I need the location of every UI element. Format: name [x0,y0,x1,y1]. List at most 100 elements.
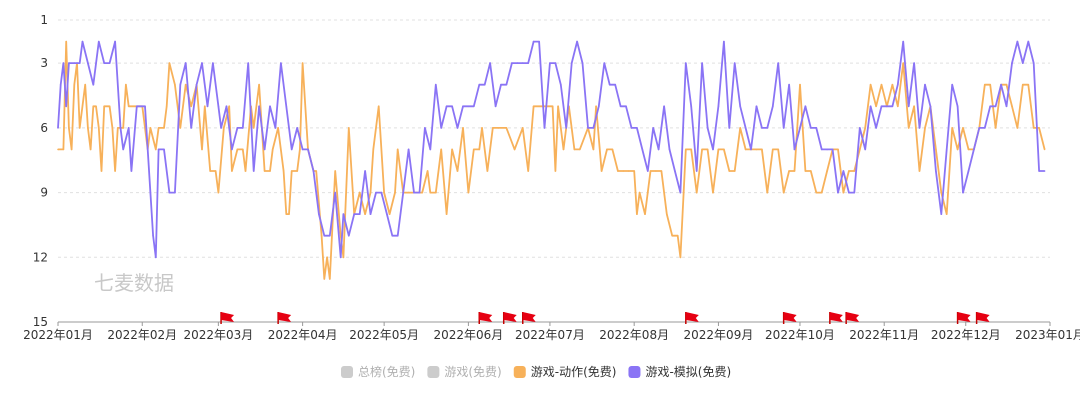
series-point-0 [1032,127,1035,129]
x-tick-label: 2022年03月 [183,328,253,342]
flag-marker[interactable] [685,312,699,324]
flag-icon [479,312,493,322]
series-point-0 [728,170,731,172]
series-point-0 [712,191,714,194]
legend-label: 游戏(免费) [444,364,501,379]
flag-marker[interactable] [829,312,843,324]
series-point-0 [117,127,119,129]
series-point-1 [1043,170,1046,172]
series-point-0 [486,170,489,172]
series-point-0 [956,148,959,151]
legend-item[interactable]: 游戏-动作(免费) [513,364,617,379]
series-point-1 [98,40,100,43]
series-point-0 [538,105,540,108]
series-point-1 [587,127,589,129]
series-point-1 [307,148,309,151]
x-tick-label: 2022年12月 [931,328,1001,342]
series-point-1 [494,105,497,108]
series-point-1 [886,105,888,108]
legend-item[interactable]: 游戏(免费) [427,364,502,379]
flag-icon [783,312,797,322]
series-point-0 [429,191,432,194]
series-point-1 [157,148,160,151]
series-point-0 [875,105,877,108]
series-point-0 [456,170,459,172]
series-point-1 [391,234,394,237]
series-point-1 [231,148,233,151]
legend-item[interactable]: 总榜(免费) [341,364,415,379]
flag-marker[interactable] [521,312,536,324]
series-point-0 [87,127,89,129]
legend-swatch [427,366,440,378]
series-point-0 [217,191,220,194]
series-point-0 [334,170,337,172]
series-point-1 [733,62,736,64]
flag-marker[interactable] [220,312,235,324]
series-point-0 [772,148,774,151]
series-point-0 [573,148,576,151]
flag-marker[interactable] [975,312,990,324]
series-lines [57,40,1046,280]
series-point-0 [595,105,597,108]
series-point-1 [723,40,725,43]
series-point-1 [848,191,850,194]
series-point-0 [1043,148,1046,151]
series-point-1 [668,148,671,151]
series-point-1 [538,40,540,43]
series-point-0 [739,127,741,129]
series-point-1 [663,105,665,108]
series-point-0 [288,213,290,215]
event-flags[interactable] [220,312,990,324]
series-point-1 [902,40,904,43]
series-point-1 [489,62,491,64]
series-point-1 [864,148,866,151]
series-point-0 [951,127,953,129]
series-point-1 [581,62,584,64]
series-point-1 [179,83,182,86]
series-point-1 [831,148,834,151]
series-point-0 [127,105,130,108]
series-point-1 [144,105,146,108]
series-point-1 [358,213,361,215]
series-point-0 [372,148,375,151]
series-point-1 [782,127,785,129]
series-point-0 [95,105,97,108]
series-point-1 [913,62,915,64]
series-point-1 [614,83,616,86]
series-point-1 [777,62,779,64]
series-point-1 [339,256,342,259]
legend-item[interactable]: 游戏-模拟(免费) [628,364,731,379]
series-point-0 [236,148,239,151]
flag-marker[interactable] [502,312,517,324]
series-point-0 [984,83,986,86]
series-point-0 [103,105,105,108]
series-point-1 [853,191,856,194]
flag-marker[interactable] [956,312,971,324]
series-point-0 [945,213,948,215]
flag-marker[interactable] [782,312,797,324]
series-point-1 [674,170,676,172]
series-point-0 [383,191,385,194]
flag-marker[interactable] [845,312,860,324]
x-axis: 2022年01月 2022年02月 2022年03月 2022年04月 2022年05月… [23,322,1080,342]
x-tick-label: 2022年01月 [23,328,93,342]
flag-marker[interactable] [478,312,493,324]
legend-label: 游戏-动作(免费) [531,364,617,379]
series-point-1 [820,148,823,151]
series-point-1 [859,127,861,129]
series-point-0 [744,148,747,151]
series-point-1 [750,148,752,151]
series-point-0 [299,148,301,151]
series-point-1 [174,191,176,194]
flag-marker[interactable] [277,312,292,324]
legend[interactable]: 总榜(免费) 游戏(免费) 游戏-动作(免费) 游戏-模拟(免费) [341,364,731,379]
series-point-1 [641,148,644,151]
series-point-0 [880,83,883,86]
series-point-0 [579,148,581,151]
series-point-1 [815,127,818,129]
series-point-0 [782,191,785,194]
series-point-1 [951,83,953,86]
series-point-1 [201,62,203,64]
series-point-1 [473,105,475,108]
series-point-0 [723,148,725,151]
